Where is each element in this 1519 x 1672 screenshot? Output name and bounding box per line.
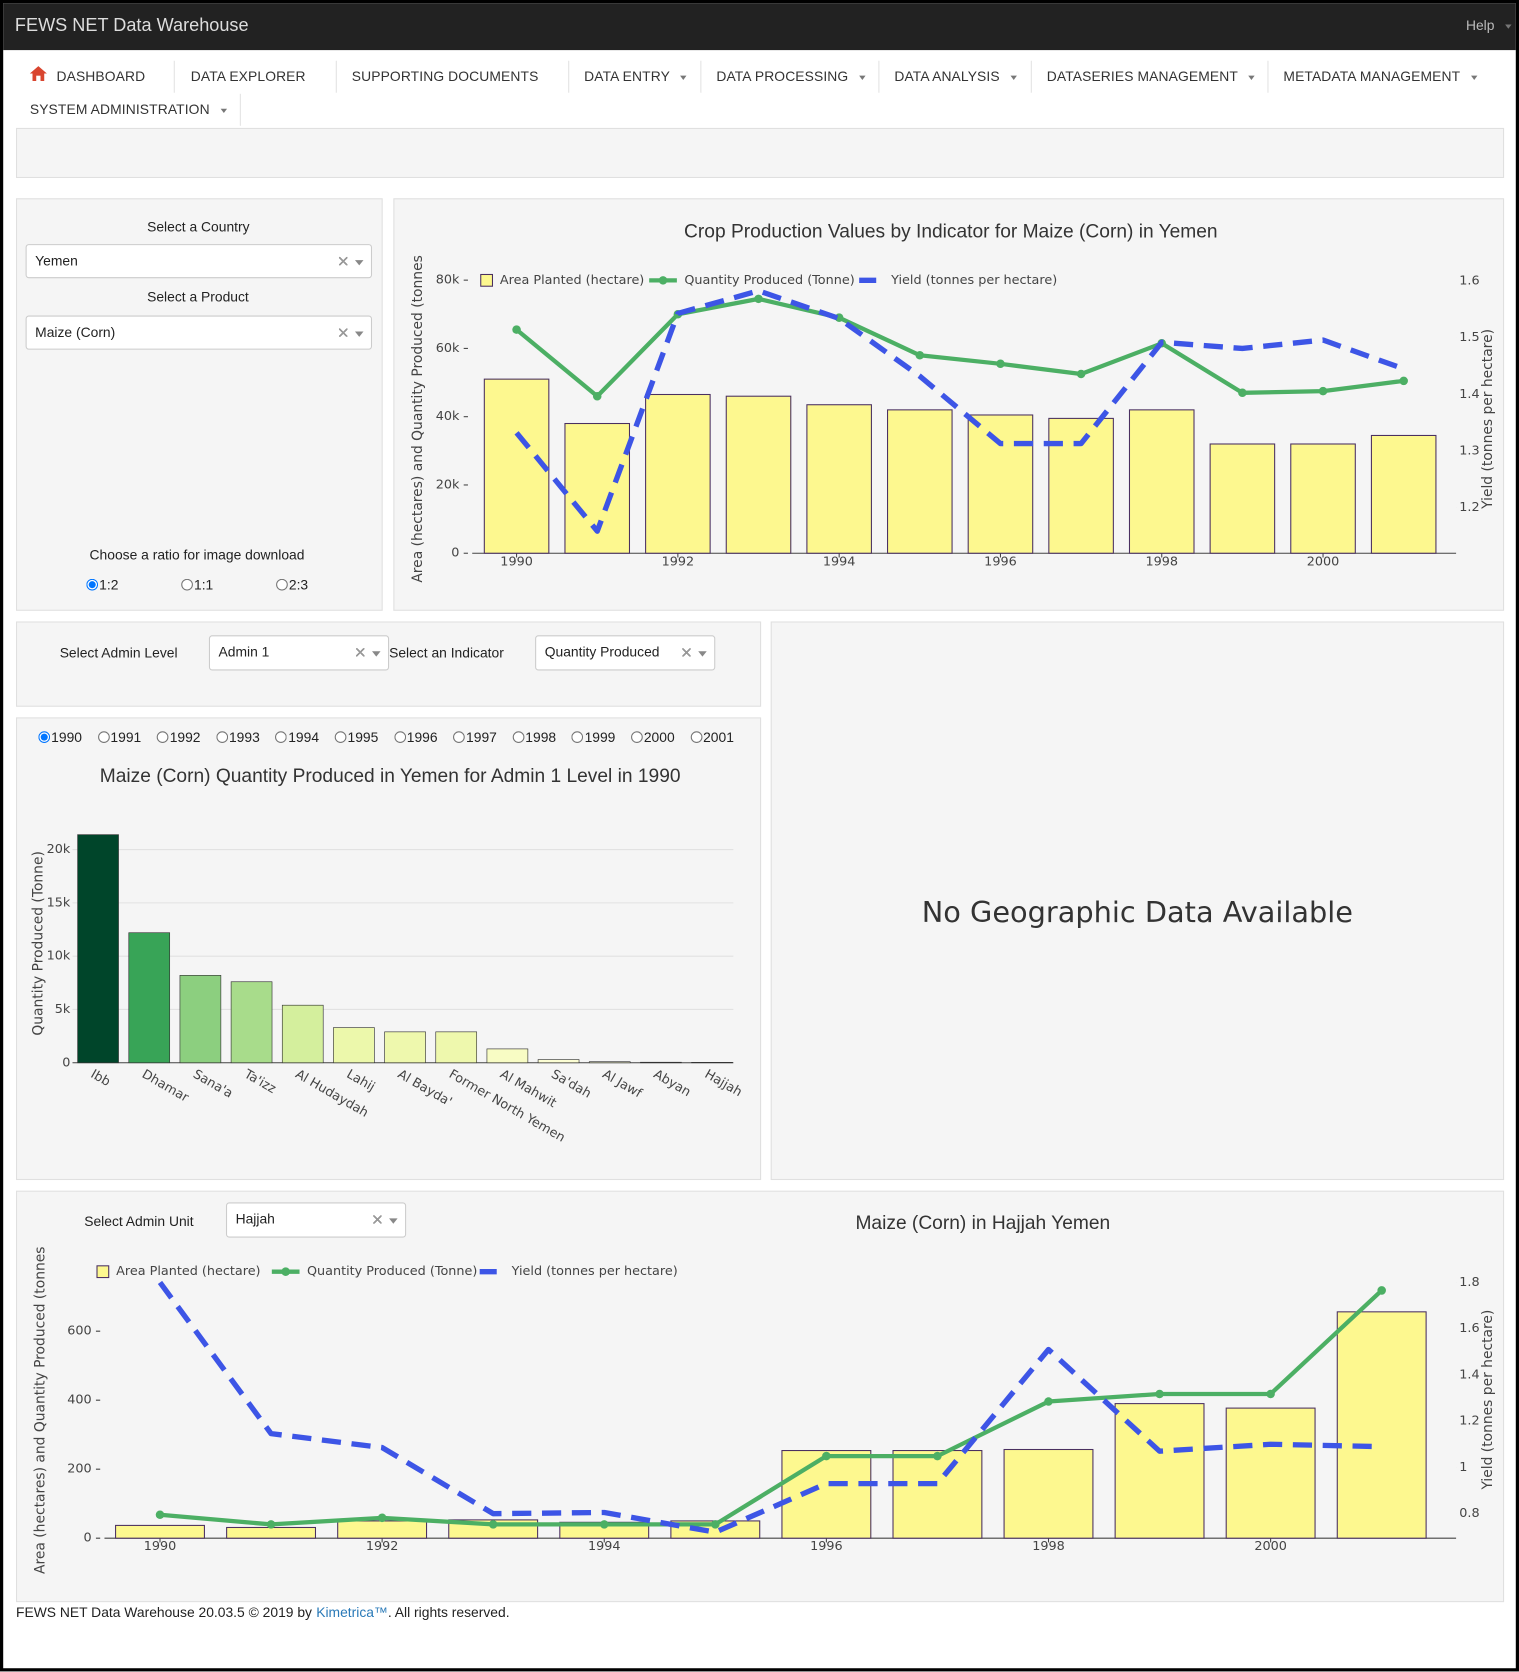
nav-separator bbox=[878, 60, 880, 93]
footer: FEWS NET Data Warehouse 20.03.5 © 2019 b… bbox=[16, 1604, 510, 1620]
year-text: 1990 bbox=[51, 729, 82, 746]
info-bar bbox=[15, 127, 1505, 179]
footer-text: FEWS NET Data Warehouse 20.03.5 © 2019 b… bbox=[15, 1604, 312, 1621]
ratio-text: 1:1 bbox=[194, 576, 214, 593]
admin-level-select[interactable]: Admin 1 bbox=[208, 635, 390, 671]
footer-link[interactable]: Kimetrica™ bbox=[316, 1604, 388, 1621]
radio[interactable] bbox=[97, 731, 110, 743]
radio[interactable] bbox=[393, 731, 406, 743]
indicator-value: Quantity Produced bbox=[544, 643, 660, 660]
unit-chart-panel bbox=[15, 1190, 1505, 1603]
nav-item[interactable]: DATASERIES MANAGEMENT bbox=[1047, 68, 1255, 84]
admin-unit-select[interactable]: Hajjah bbox=[225, 1202, 407, 1238]
nav-separator bbox=[568, 60, 570, 93]
ratio-label: Choose a ratio for image download bbox=[89, 546, 305, 563]
year-text: 1995 bbox=[347, 729, 379, 746]
year-text: 1994 bbox=[288, 729, 320, 746]
country-label: Select a Country bbox=[147, 218, 250, 235]
help-menu[interactable]: Help bbox=[1466, 17, 1512, 33]
year-option[interactable]: 1998 bbox=[512, 729, 557, 746]
year-option[interactable]: 1997 bbox=[453, 729, 497, 745]
admin-chart-panel bbox=[15, 717, 762, 1181]
admin-unit-value: Hajjah bbox=[235, 1210, 275, 1227]
year-text: 1993 bbox=[228, 729, 260, 746]
admin-level-value: Admin 1 bbox=[218, 643, 270, 660]
header-bar bbox=[3, 3, 1516, 51]
radio[interactable] bbox=[276, 578, 288, 591]
year-option[interactable]: 1991 bbox=[97, 729, 142, 746]
radio[interactable] bbox=[334, 731, 347, 743]
year-option[interactable]: 1996 bbox=[393, 729, 438, 746]
year-text: 1997 bbox=[466, 729, 497, 746]
year-text: 1991 bbox=[110, 729, 142, 746]
radio[interactable] bbox=[181, 578, 193, 591]
nav-item[interactable]: SUPPORTING DOCUMENTS bbox=[351, 68, 539, 85]
year-text: 1999 bbox=[584, 729, 616, 746]
map-message: No Geographic Data Available bbox=[921, 896, 1354, 930]
product-select[interactable]: Maize (Corn) bbox=[25, 315, 373, 350]
radio[interactable] bbox=[631, 731, 643, 743]
year-text: 1992 bbox=[169, 729, 201, 746]
chart-panel bbox=[393, 198, 1505, 611]
home-icon bbox=[29, 66, 47, 82]
nav-separator bbox=[335, 60, 337, 93]
radio[interactable] bbox=[38, 731, 51, 743]
year-option[interactable]: 1995 bbox=[334, 729, 379, 746]
radio[interactable] bbox=[512, 731, 525, 743]
nav-item[interactable]: SYSTEM ADMINISTRATION bbox=[30, 101, 227, 117]
footer-suffix: . All rights reserved. bbox=[387, 1604, 510, 1621]
ratio-text: 2:3 bbox=[288, 576, 309, 593]
year-option[interactable]: 2000 bbox=[631, 729, 675, 745]
radio[interactable] bbox=[690, 731, 703, 743]
ratio-option[interactable]: 2:3 bbox=[276, 577, 308, 593]
radio[interactable] bbox=[156, 731, 169, 743]
nav-item[interactable]: DATA ENTRY bbox=[584, 68, 687, 84]
app-title[interactable]: FEWS NET Data Warehouse bbox=[14, 14, 249, 36]
year-text: 2000 bbox=[643, 729, 675, 746]
country-select[interactable]: Yemen bbox=[25, 244, 373, 279]
country-value: Yemen bbox=[35, 252, 78, 269]
radio[interactable] bbox=[216, 731, 228, 743]
admin-unit-label: Select Admin Unit bbox=[84, 1213, 194, 1230]
radio[interactable] bbox=[275, 731, 288, 743]
radio[interactable] bbox=[86, 578, 99, 591]
ratio-option[interactable]: 1:1 bbox=[181, 577, 213, 593]
nav-separator bbox=[1267, 60, 1269, 93]
radio[interactable] bbox=[571, 731, 584, 743]
nav-item[interactable]: METADATA MANAGEMENT bbox=[1283, 68, 1477, 84]
year-text: 2001 bbox=[703, 729, 734, 746]
year-option[interactable]: 1994 bbox=[275, 729, 319, 745]
product-value: Maize (Corn) bbox=[35, 324, 116, 341]
year-text: 1996 bbox=[406, 729, 438, 746]
nav-separator bbox=[1030, 60, 1032, 93]
year-option[interactable]: 2001 bbox=[690, 729, 734, 745]
nav-item[interactable]: DASHBOARD bbox=[56, 68, 146, 85]
nav-separator bbox=[700, 60, 702, 93]
year-option[interactable]: 1993 bbox=[216, 729, 260, 745]
nav-item[interactable]: DATA PROCESSING bbox=[716, 68, 865, 84]
radio[interactable] bbox=[453, 731, 465, 743]
product-label: Select a Product bbox=[147, 288, 249, 305]
ratio-text: 1:2 bbox=[99, 576, 119, 593]
year-option[interactable]: 1992 bbox=[156, 729, 201, 746]
year-option[interactable]: 1999 bbox=[571, 729, 616, 746]
year-option[interactable]: 1990 bbox=[38, 729, 82, 745]
ratio-option[interactable]: 1:2 bbox=[86, 577, 118, 593]
nav-separator bbox=[173, 60, 175, 93]
admin-level-label: Select Admin Level bbox=[59, 644, 178, 661]
indicator-label: Select an Indicator bbox=[389, 644, 504, 661]
indicator-select[interactable]: Quantity Produced bbox=[535, 635, 716, 671]
nav-item[interactable]: DATA EXPLORER bbox=[190, 68, 306, 85]
nav-item[interactable]: DATA ANALYSIS bbox=[894, 68, 1016, 84]
map-panel bbox=[770, 621, 1505, 1181]
nav-separator bbox=[239, 93, 241, 126]
year-text: 1998 bbox=[525, 729, 557, 746]
